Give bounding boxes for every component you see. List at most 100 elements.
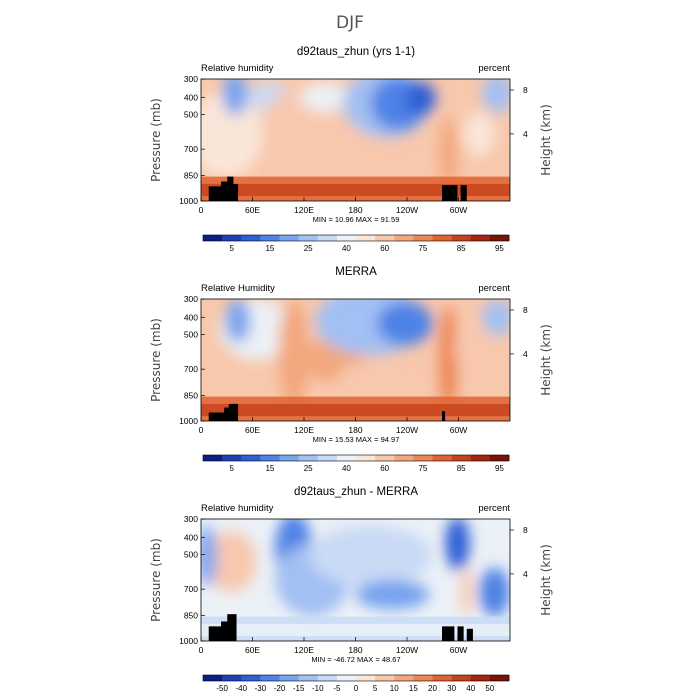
- y-tick-label: 400: [184, 92, 198, 102]
- colorbar-label: 75: [418, 464, 427, 473]
- contour-field: [201, 79, 510, 201]
- max-label: MAX =: [357, 655, 382, 664]
- colorbar-label: 20: [428, 684, 437, 693]
- colorbar-swatch: [375, 455, 395, 461]
- contour-region: [336, 363, 387, 393]
- colorbar-swatch: [451, 675, 472, 681]
- colorbar-frame: [202, 674, 510, 682]
- colorbar-swatch: [279, 675, 299, 681]
- colorbar-swatch: [298, 235, 319, 241]
- colorbar-swatch: [489, 455, 510, 461]
- colorbar-swatch: [394, 675, 414, 681]
- colorbar-label: -30: [255, 684, 267, 693]
- colorbar-swatch: [279, 235, 299, 241]
- terrain-block: [442, 411, 446, 421]
- x-tick-label: 0: [199, 205, 204, 215]
- y-tick-label: 700: [184, 584, 198, 594]
- colorbar-swatch: [203, 455, 223, 461]
- y-tick-label: 850: [184, 170, 198, 180]
- contour-region: [201, 525, 217, 587]
- panel-title: d92taus_zhun - MERRA: [294, 486, 418, 498]
- colorbar-label: 10: [390, 684, 399, 693]
- x-tick-label: 120E: [294, 205, 314, 215]
- colorbar-label: 85: [457, 464, 466, 473]
- colorbar-swatch: [375, 235, 395, 241]
- boundary-layer-core: [201, 403, 510, 417]
- y-tick-label: 1000: [179, 196, 198, 206]
- x-tick-label: 60W: [450, 645, 467, 655]
- min-label: MIN =: [313, 435, 335, 444]
- max-value: 48.67: [382, 655, 401, 664]
- terrain-block: [221, 621, 231, 641]
- x-tick-label: 120E: [294, 425, 314, 435]
- terrain-block: [466, 628, 473, 641]
- colorbar-swatch: [394, 455, 414, 461]
- colorbar-swatch: [279, 455, 299, 461]
- colorbar-swatch: [394, 235, 414, 241]
- colorbar-label: 40: [466, 684, 475, 693]
- y-tick-label: 700: [184, 144, 198, 154]
- x-tick-label: 60W: [450, 425, 467, 435]
- units-label: percent: [478, 283, 510, 294]
- y-tick-label: 850: [184, 390, 198, 400]
- contour-region: [225, 299, 251, 343]
- x-tick-label: 180: [348, 425, 362, 435]
- contour-region: [309, 121, 371, 171]
- x-tick-label: 0: [199, 645, 204, 655]
- colorbar-swatch: [356, 675, 376, 681]
- y2-tick-label: 8: [523, 305, 528, 315]
- colorbar-label: 75: [418, 244, 427, 253]
- y-tick-label: 500: [184, 109, 198, 119]
- units-label: percent: [478, 63, 510, 74]
- colorbar-label: 15: [265, 464, 274, 473]
- colorbar-label: 85: [457, 244, 466, 253]
- colorbar-label: 30: [447, 684, 456, 693]
- y-tick-label: 1000: [179, 636, 198, 646]
- y-axis-label: Pressure (mb): [149, 98, 163, 182]
- colorbar-swatch: [203, 235, 223, 241]
- colorbar-label: 25: [304, 464, 313, 473]
- colorbar-swatch: [356, 235, 376, 241]
- x-tick-label: 120W: [396, 425, 418, 435]
- contour-region: [299, 82, 350, 112]
- colorbar-label: -40: [235, 684, 247, 693]
- colorbar-swatch: [336, 675, 357, 681]
- colorbar-swatch: [470, 455, 491, 461]
- colorbar-swatch: [298, 675, 319, 681]
- terrain-block: [442, 185, 458, 201]
- x-tick-label: 60E: [245, 645, 260, 655]
- y-axis-label: Pressure (mb): [149, 538, 163, 622]
- terrain-block: [221, 181, 231, 201]
- colorbar-label: -10: [312, 684, 324, 693]
- colorbar-label: 40: [342, 464, 351, 473]
- contour-region: [445, 519, 470, 571]
- contour-region: [463, 111, 495, 156]
- colorbar-label: -50: [216, 684, 228, 693]
- boundary-layer-core: [201, 183, 510, 197]
- x-tick-label: 0: [199, 425, 204, 435]
- max-label: MAX =: [356, 435, 381, 444]
- panel-title: d92taus_zhun (yrs 1-1): [297, 46, 415, 58]
- colorbar-swatch: [413, 675, 433, 681]
- min-label: MIN =: [313, 215, 335, 224]
- y-axis-label: Pressure (mb): [149, 318, 163, 402]
- min-max-readout: MIN = 10.96 MAX = 91.59: [313, 215, 400, 224]
- variable-label: Relative Humidity: [201, 283, 275, 294]
- colorbar-swatch: [451, 235, 472, 241]
- contour-region: [482, 299, 510, 336]
- panel-model: d92taus_zhun (yrs 1-1) Relative humidity p…: [149, 46, 553, 253]
- min-value: 10.96: [335, 215, 356, 224]
- colorbar-swatch: [260, 235, 280, 241]
- boundary-layer-core: [201, 623, 510, 637]
- x-tick-label: 120E: [294, 645, 314, 655]
- terrain-block: [224, 407, 231, 421]
- min-value: 15.53: [335, 435, 356, 444]
- colorbar-label: 5: [229, 244, 234, 253]
- colorbar-swatch: [260, 675, 280, 681]
- contour-field: [201, 299, 510, 421]
- max-label: MAX =: [356, 215, 381, 224]
- colorbar-label: 5: [373, 684, 378, 693]
- field-blobs: [219, 299, 510, 415]
